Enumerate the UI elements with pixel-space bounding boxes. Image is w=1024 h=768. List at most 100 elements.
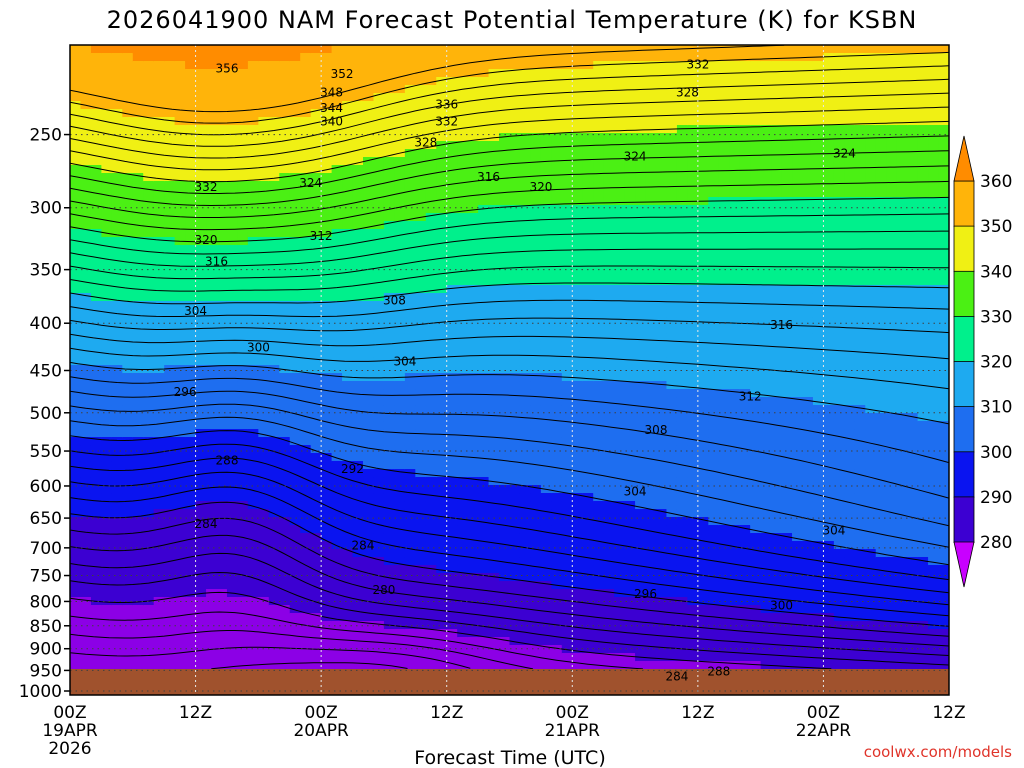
fill-cell: [383, 309, 395, 318]
fill-cell: [153, 373, 165, 382]
fill-cell: [279, 237, 291, 246]
fill-cell: [561, 349, 573, 358]
fill-cell: [174, 413, 186, 422]
fill-cell: [509, 581, 521, 590]
fill-cell: [206, 581, 218, 590]
fill-cell: [540, 285, 552, 294]
fill-cell: [687, 277, 699, 286]
fill-cell: [676, 509, 688, 518]
fill-cell: [645, 253, 657, 262]
fill-cell: [216, 541, 228, 550]
fill-cell: [666, 445, 678, 454]
fill-cell: [226, 293, 239, 302]
fill-cell: [70, 125, 82, 134]
fill-cell: [174, 357, 186, 366]
fill-cell: [645, 269, 657, 278]
fill-cell: [132, 653, 144, 662]
fill-cell: [687, 421, 699, 430]
fill-cell: [247, 621, 259, 630]
fill-cell: [342, 301, 354, 310]
fill-cell: [111, 437, 123, 446]
fill-cell: [540, 501, 552, 510]
fill-cell: [143, 293, 155, 302]
fill-cell: [289, 141, 301, 150]
fill-cell: [331, 589, 343, 598]
fill-cell: [352, 141, 364, 150]
fill-cell: [436, 197, 448, 206]
fill-cell: [676, 421, 688, 430]
fill-cell: [624, 397, 636, 406]
fill-cell: [90, 53, 102, 62]
fill-cell: [143, 629, 155, 638]
fill-cell: [509, 301, 521, 310]
fill-cell: [561, 173, 573, 182]
fill-cell: [363, 421, 375, 430]
fill-cell: [603, 421, 615, 430]
fill-cell: [666, 349, 678, 358]
fill-cell: [80, 165, 92, 174]
fill-cell: [614, 285, 626, 294]
fill-cell: [467, 573, 479, 582]
fill-cell: [122, 237, 134, 246]
fill-cell: [195, 437, 207, 446]
fill-cell: [676, 445, 688, 454]
fill-cell: [111, 549, 123, 558]
fill-cell: [258, 357, 270, 366]
fill-cell: [70, 189, 82, 198]
fill-cell: [206, 597, 218, 606]
fill-cell: [185, 373, 197, 382]
fill-cell: [258, 245, 270, 254]
fill-cell: [687, 301, 699, 310]
fill-cell: [383, 421, 395, 430]
fill-cell: [729, 405, 741, 414]
fill-cell: [551, 77, 563, 86]
fill-cell: [561, 621, 573, 630]
fill-cell: [614, 93, 626, 102]
fill-cell: [237, 653, 249, 662]
fill-cell: [603, 509, 615, 518]
fill-cell: [258, 133, 270, 142]
fill-cell: [80, 93, 92, 102]
fill-cell: [226, 597, 239, 606]
fill-cell: [226, 629, 239, 638]
fill-cell: [143, 405, 155, 414]
fill-cell: [446, 277, 458, 286]
fill-cell: [247, 285, 259, 294]
fill-cell: [216, 229, 228, 238]
fill-cell: [645, 629, 657, 638]
fill-cell: [478, 141, 490, 150]
fill-cell: [164, 245, 176, 254]
fill-cell: [352, 565, 364, 574]
fill-cell: [572, 133, 584, 142]
fill-cell: [373, 301, 385, 310]
fill-cell: [174, 477, 186, 486]
fill-cell: [132, 637, 144, 646]
fill-cell: [363, 581, 375, 590]
fill-cell: [446, 349, 458, 358]
fill-cell: [143, 117, 155, 126]
fill-cell: [446, 453, 458, 462]
fill-cell: [467, 413, 479, 422]
fill-cell: [394, 365, 406, 374]
fill-cell: [279, 461, 291, 470]
fill-cell: [331, 317, 343, 326]
fill-cell: [101, 661, 113, 669]
plot-area: [70, 45, 949, 669]
fill-cell: [425, 517, 437, 526]
fill-cell: [415, 613, 427, 622]
fill-cell: [666, 333, 678, 342]
fill-cell: [624, 109, 636, 118]
fill-cell: [488, 637, 500, 646]
fill-cell: [174, 381, 186, 390]
fill-cell: [331, 77, 343, 86]
fill-cell: [676, 237, 688, 246]
fill-cell: [80, 245, 92, 254]
fill-cell: [101, 221, 113, 230]
fill-cell: [488, 461, 500, 470]
fill-cell: [645, 301, 657, 310]
fill-cell: [143, 573, 155, 582]
fill-cell: [645, 653, 657, 662]
fill-cell: [540, 389, 552, 398]
fill-cell: [90, 477, 102, 486]
fill-cell: [697, 661, 709, 669]
